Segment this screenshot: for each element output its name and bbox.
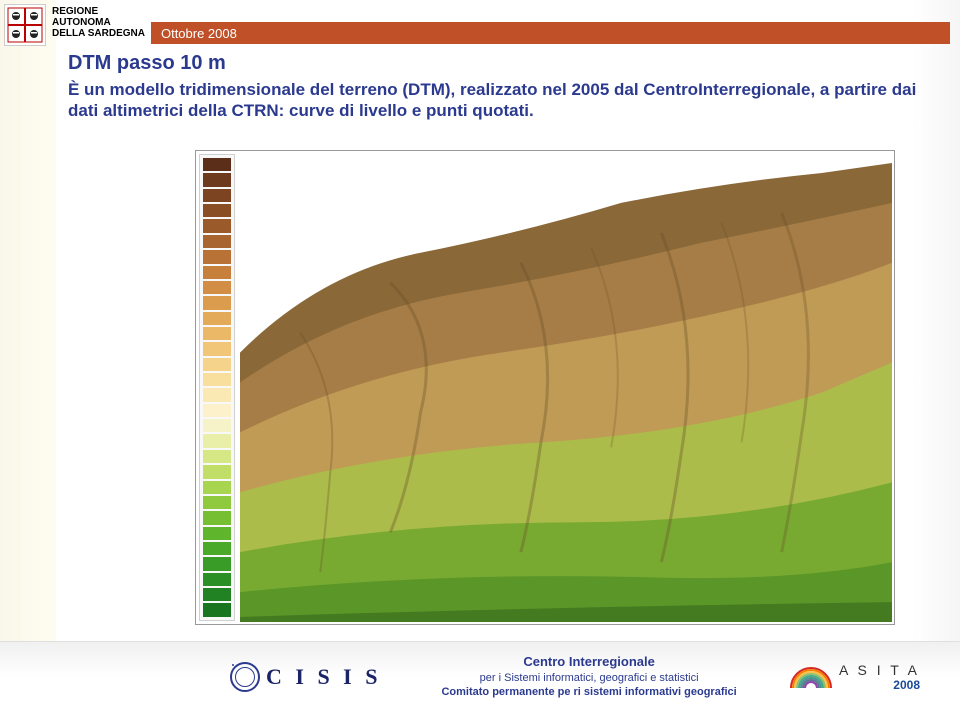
region-line1: REGIONE	[52, 6, 145, 17]
asita-rainbow-icon	[789, 664, 833, 690]
legend-swatch	[203, 557, 231, 570]
region-name: REGIONE AUTONOMA DELLA SARDEGNA	[52, 4, 145, 39]
legend-swatch	[203, 281, 231, 294]
asita-label: A S I T A	[839, 662, 920, 678]
legend-swatch	[203, 296, 231, 309]
legend-swatch	[203, 603, 231, 616]
header: REGIONE AUTONOMA DELLA SARDEGNA Ottobre …	[0, 0, 960, 46]
legend-swatch	[203, 588, 231, 601]
terrain-panel	[195, 150, 895, 625]
footer-center: Centro Interregionale per i Sistemi info…	[441, 654, 736, 699]
footer-center-line2: per i Sistemi informatici, geografici e …	[441, 671, 736, 685]
footer-left: C I S I S	[230, 662, 381, 692]
legend-swatch	[203, 419, 231, 432]
legend-swatch	[203, 373, 231, 386]
terrain-3d-view	[240, 153, 892, 622]
elevation-legend	[199, 154, 235, 621]
legend-swatch	[203, 342, 231, 355]
legend-swatch	[203, 204, 231, 217]
legend-swatch	[203, 189, 231, 202]
legend-swatch	[203, 527, 231, 540]
footer-center-line1: Centro Interregionale	[441, 654, 736, 671]
asita-year: 2008	[839, 678, 920, 692]
legend-swatch	[203, 235, 231, 248]
legend-swatch	[203, 542, 231, 555]
footer-right: A S I T A 2008	[789, 662, 920, 692]
main-content: DTM passo 10 m È un modello tridimension…	[0, 46, 960, 122]
legend-swatch	[203, 511, 231, 524]
legend-swatch	[203, 496, 231, 509]
cisis-label: C I S I S	[266, 664, 381, 690]
cisis-logo-icon	[230, 662, 260, 692]
slide-body: È un modello tridimensionale del terreno…	[68, 79, 936, 122]
legend-swatch	[203, 327, 231, 340]
region-line3: DELLA SARDEGNA	[52, 28, 145, 39]
footer-center-line3: Comitato permanente pe ri sistemi inform…	[441, 685, 736, 699]
legend-swatch	[203, 450, 231, 463]
legend-swatch	[203, 573, 231, 586]
sardegna-crest-icon	[4, 4, 46, 46]
legend-swatch	[203, 312, 231, 325]
legend-swatch	[203, 173, 231, 186]
legend-swatch	[203, 158, 231, 171]
legend-swatch	[203, 388, 231, 401]
region-line2: AUTONOMA	[52, 17, 145, 28]
legend-swatch	[203, 481, 231, 494]
legend-swatch	[203, 250, 231, 263]
slide-title: DTM passo 10 m	[68, 52, 936, 75]
page-number: 13	[930, 22, 948, 40]
date-label: Ottobre 2008	[161, 26, 237, 41]
legend-swatch	[203, 465, 231, 478]
footer: C I S I S Centro Interregionale per i Si…	[0, 641, 960, 711]
legend-swatch	[203, 219, 231, 232]
legend-swatch	[203, 266, 231, 279]
legend-swatch	[203, 404, 231, 417]
legend-swatch	[203, 358, 231, 371]
date-bar: Ottobre 2008	[151, 22, 950, 44]
legend-swatch	[203, 434, 231, 447]
